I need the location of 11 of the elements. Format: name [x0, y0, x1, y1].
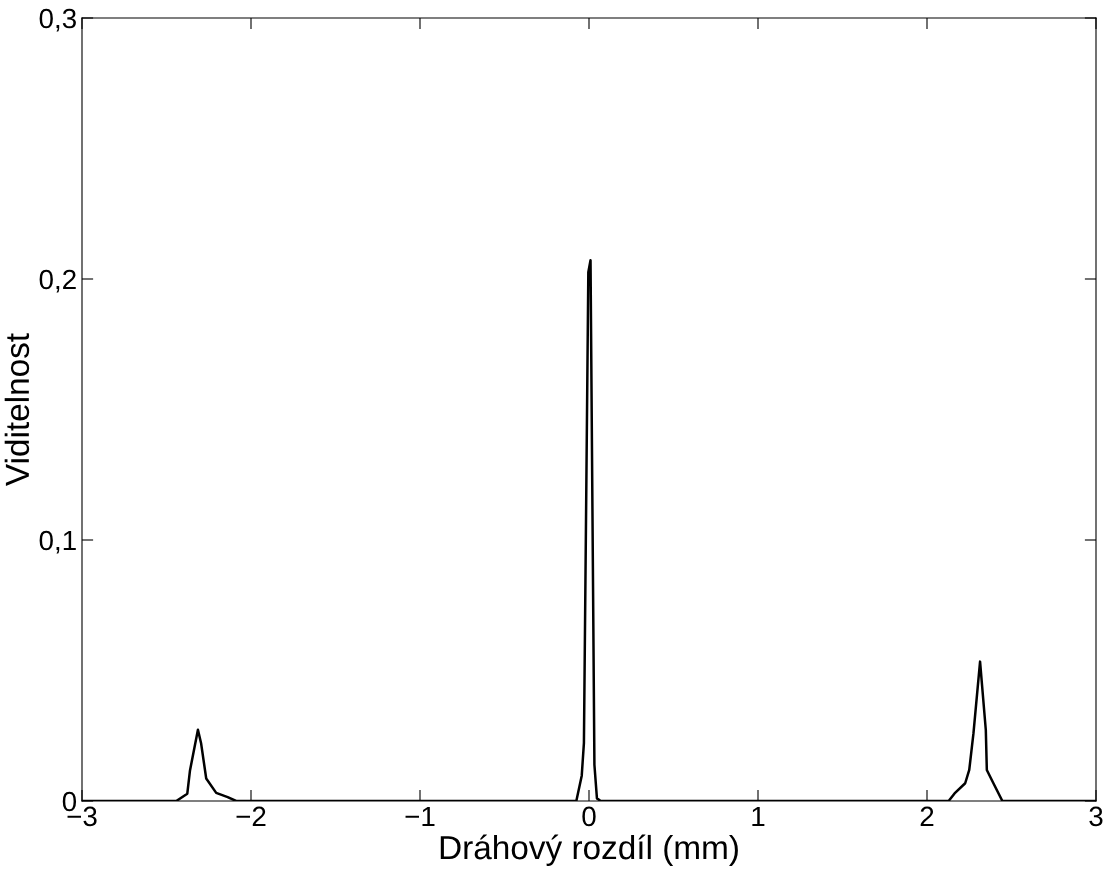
x-tick-label: 1	[752, 806, 765, 826]
y-tick-label: 0,2	[39, 269, 76, 293]
y-tick-label: 0,3	[39, 8, 76, 32]
x-tick-label: 2	[920, 806, 934, 826]
x-tick-label: −2	[236, 806, 266, 826]
x-tick-label: 3	[1089, 806, 1103, 827]
x-tick-label: 0	[582, 806, 596, 827]
y-tick-label: 0,1	[39, 530, 76, 554]
y-axis-title: Viditelnost	[4, 333, 30, 486]
x-tick-label: −1	[405, 806, 435, 826]
x-axis-title: Dráhový rozdíl (mm)	[440, 834, 738, 866]
